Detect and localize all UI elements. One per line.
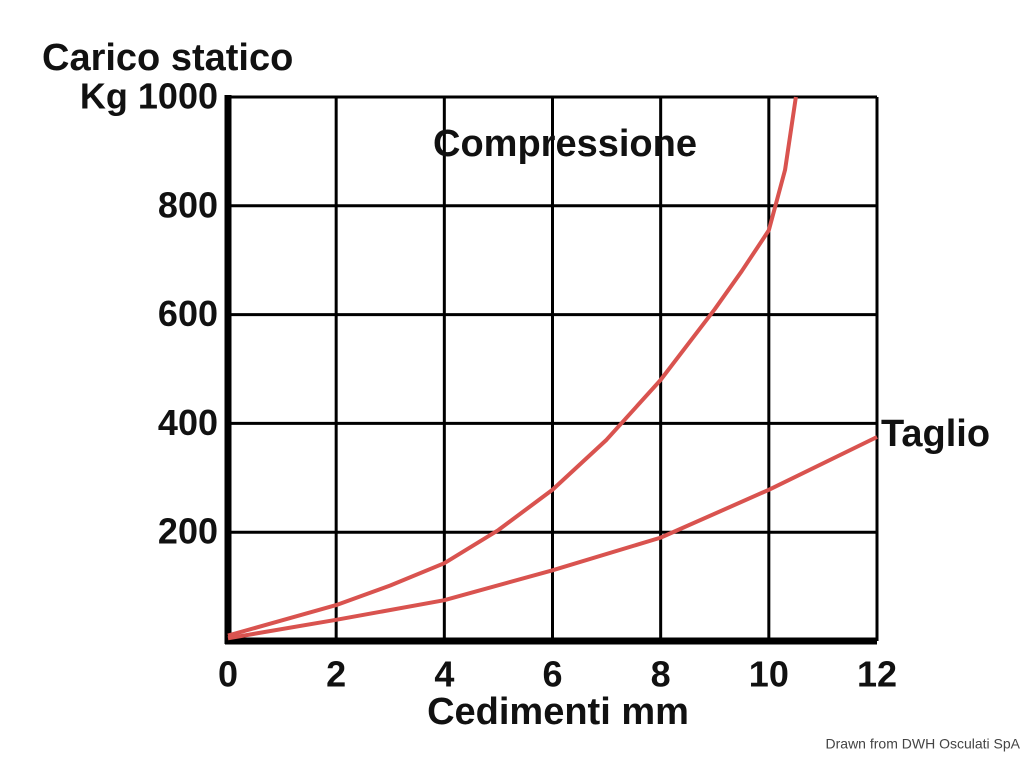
y-axis-title: Carico statico xyxy=(42,37,293,79)
x-tick-label: 0 xyxy=(218,654,238,695)
x-tick-label: 10 xyxy=(749,654,789,695)
credit: Drawn from DWH Osculati SpA xyxy=(826,736,1021,752)
x-tick-label: 2 xyxy=(326,654,346,695)
data-line xyxy=(227,96,798,638)
y-tick-label: 600 xyxy=(158,293,218,334)
y-tick-label: 200 xyxy=(158,511,218,552)
x-tick-label: 4 xyxy=(434,654,454,695)
x-tick-label: 6 xyxy=(542,654,562,695)
x-tick-label: 12 xyxy=(857,654,897,695)
x-tick-label: 8 xyxy=(651,654,671,695)
x-axis-title: Cedimenti mm xyxy=(427,691,689,733)
y-tick-label: 400 xyxy=(158,402,218,443)
data-line xyxy=(227,435,878,641)
y-tick-label: 800 xyxy=(158,184,218,225)
series-label: Taglio xyxy=(881,413,990,455)
y-tick-label: Kg 1000 xyxy=(80,76,218,117)
series-label: Compressione xyxy=(433,123,697,165)
